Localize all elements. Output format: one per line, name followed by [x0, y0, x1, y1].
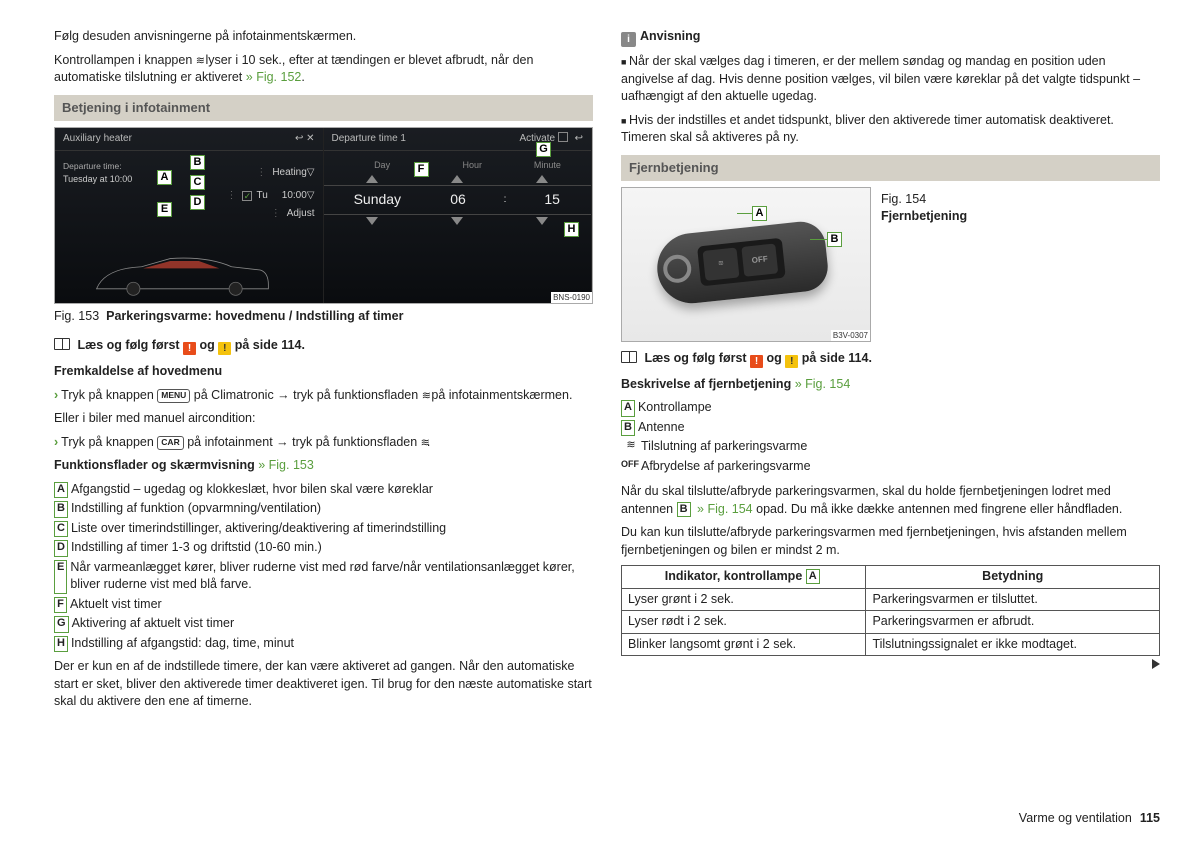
left-column: Følg desuden anvisningerne på infotainme… — [54, 28, 593, 717]
callout-H: H — [564, 222, 579, 237]
callout-G: G — [536, 142, 551, 157]
function-list: AAfgangstid – ugedag og klokkeslæt, hvor… — [54, 481, 593, 653]
callout-C: C — [190, 175, 205, 190]
menu-button-label: MENU — [157, 389, 190, 403]
fig153-caption: Fig. 153 Parkeringsvarme: hovedmenu / In… — [54, 308, 593, 326]
chevron-icon: › — [54, 388, 58, 402]
fig153-ref: » Fig. 153 — [258, 458, 314, 472]
callout-D: D — [190, 195, 205, 210]
anvisning-title: Anvisning — [640, 29, 700, 43]
section-header-infotainment: Betjening i infotainment — [54, 95, 593, 121]
table-cell: Lyser rødt i 2 sek. — [622, 611, 866, 634]
fig154-caption: Fig. 154 Fjernbetjening — [881, 187, 967, 226]
heat-icon: ≋ — [621, 438, 638, 456]
table-cell: Parkeringsvarmen er tilsluttet. — [866, 588, 1160, 611]
or-text: Eller i biler med manuel aircondition: — [54, 410, 593, 428]
book-icon — [621, 351, 637, 363]
table-header-2: Betydning — [866, 566, 1160, 589]
distance-paragraph: Du kan kun tilslutte/afbryde parkeringsv… — [621, 524, 1160, 559]
read-first-right: Læs og følg først ! og ! på side 114. — [621, 350, 1160, 368]
fig152-ref: » Fig. 152 — [246, 70, 302, 84]
table-header-1: Indikator, kontrollampe A — [622, 566, 866, 589]
warn-red-icon: ! — [750, 355, 763, 368]
anvisning-2: ■ Hvis der indstilles et andet tidspunkt… — [621, 112, 1160, 147]
warn-yellow-icon: ! — [785, 355, 798, 368]
warn-red-icon: ! — [183, 342, 196, 355]
info-icon: i — [621, 32, 636, 47]
callout-A: A — [157, 170, 172, 185]
callout-E: E — [157, 202, 172, 217]
hold-paragraph: Når du skal tilslutte/afbryde parkerings… — [621, 483, 1160, 518]
remote-desc-list: AKontrollampe BAntenne ≋Tilslutning af p… — [621, 399, 1160, 475]
fig154-image: ≋ OFF A B B3V-0307 — [621, 187, 871, 342]
section-header-remote: Fjernbetjening — [621, 155, 1160, 181]
fig154-ref: » Fig. 154 — [795, 377, 851, 391]
anvisning-1: ■ Når der skal vælges dag i timeren, er … — [621, 53, 1160, 106]
remote-off-icon: OFF — [741, 243, 778, 276]
read-first-left: Læs og følg først ! og ! på side 114. — [54, 337, 593, 355]
table-cell: Lyser grønt i 2 sek. — [622, 588, 866, 611]
chevron-icon: › — [54, 435, 58, 449]
callout-B: B — [190, 155, 205, 170]
intro-p2: Kontrollampen i knappen ≋ lyser i 10 sek… — [54, 52, 593, 87]
page-footer: Varme og ventilation115 — [1019, 810, 1160, 828]
table-cell: Blinker langsomt grønt i 2 sek. — [622, 633, 866, 656]
heat-icon: ≋ — [421, 437, 427, 449]
off-label: OFF — [621, 458, 638, 476]
remote-heat-icon: ≋ — [703, 247, 740, 280]
callout-B-remote: B — [827, 232, 842, 247]
fig153-image: Auxiliary heater↩ ✕ Departure time: Tues… — [54, 127, 593, 304]
heading-funktionsflader: Funktionsflader og skærmvisning — [54, 458, 258, 472]
callout-A-remote: A — [752, 206, 767, 221]
warn-yellow-icon: ! — [218, 342, 231, 355]
bottom-paragraph: Der er kun en af de indstillede timere, … — [54, 658, 593, 711]
table-cell: Tilslutningssignalet er ikke modtaget. — [866, 633, 1160, 656]
callout-F: F — [414, 162, 429, 177]
car-button-label: CAR — [157, 436, 183, 450]
indicator-table: Indikator, kontrollampe A Betydning Lyse… — [621, 565, 1160, 656]
book-icon — [54, 338, 70, 350]
heading-hovedmenu: Fremkaldelse af hovedmenu — [54, 364, 222, 378]
right-column: i Anvisning ■ Når der skal vælges dag i t… — [621, 28, 1160, 717]
table-cell: Parkeringsvarmen er afbrudt. — [866, 611, 1160, 634]
continue-arrow-icon — [1152, 659, 1160, 669]
heading-beskrivelse: Beskrivelse af fjernbetjening — [621, 377, 795, 391]
intro-p1: Følg desuden anvisningerne på infotainme… — [54, 28, 593, 46]
